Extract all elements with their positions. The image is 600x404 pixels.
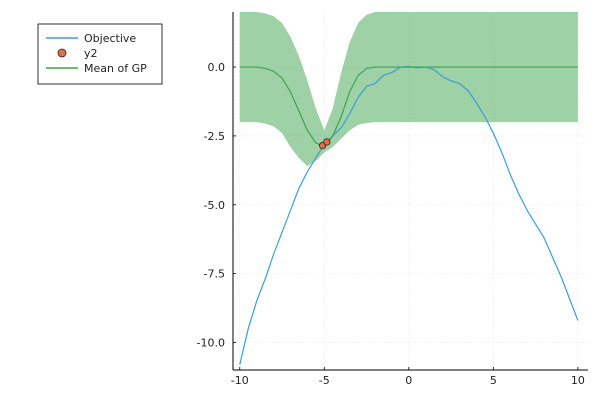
y-tick-label: -2.5 — [204, 130, 225, 143]
series-mean-of-gp-line — [239, 66, 578, 148]
y-tick-label: -7.5 — [204, 268, 225, 281]
y-tick-label: -10.0 — [197, 336, 225, 349]
x-tick-label: 10 — [571, 374, 585, 387]
x-tick-label: 0 — [405, 374, 412, 387]
series-y2-point — [323, 138, 331, 146]
y-tick-label: -5.0 — [204, 199, 225, 212]
x-tick-label: 5 — [490, 374, 497, 387]
legend-label-objective: Objective — [84, 32, 136, 45]
x-tick-label: -5 — [319, 374, 330, 387]
legend-marker-y2 — [57, 48, 67, 58]
axis-layer: -10 -5 0 5 10 0.0 -2.5 -5.0 -7.5 -10.0 — [197, 12, 588, 387]
legend-label-y2: y2 — [84, 47, 98, 60]
y-tick-label: 0.0 — [208, 61, 226, 74]
series-line-layer — [239, 65, 579, 365]
scatter-point-layer — [318, 138, 331, 150]
x-tick-label: -10 — [231, 374, 249, 387]
legend-label-mean-of-gp: Mean of GP — [84, 62, 147, 75]
series-mean-of-gp-band — [239, 12, 578, 167]
legend: Objective y2 Mean of GP — [37, 23, 163, 85]
confidence-band-layer — [239, 12, 578, 167]
